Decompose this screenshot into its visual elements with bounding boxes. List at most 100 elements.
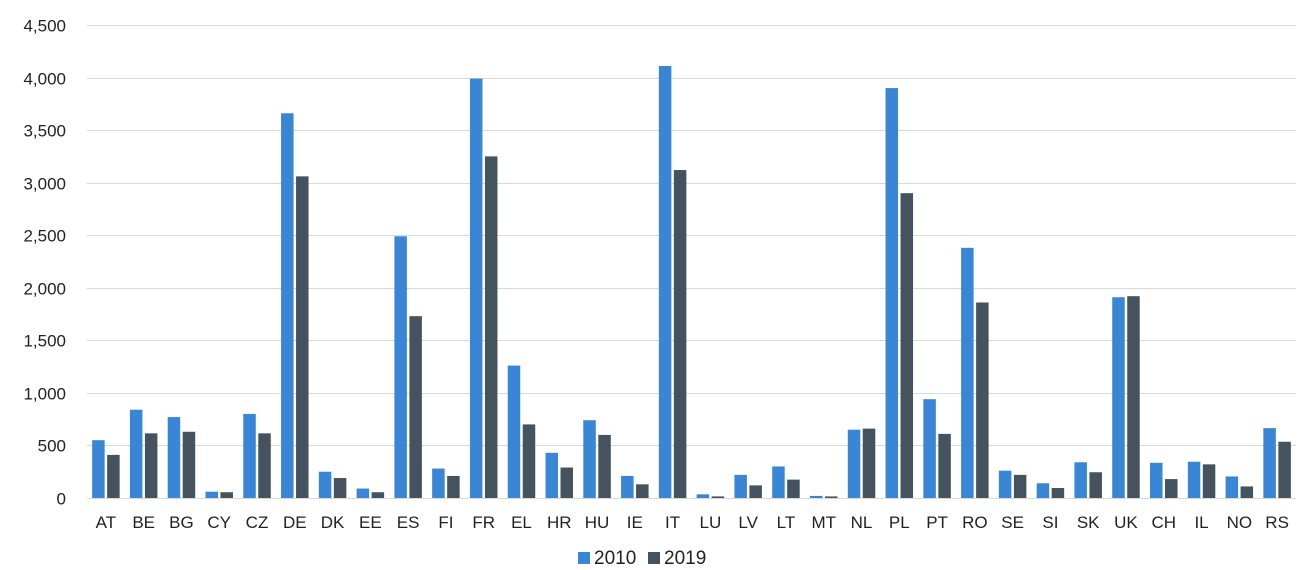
- bar-2010-NO: [1225, 476, 1239, 498]
- bar-2010-FI: [432, 468, 445, 498]
- x-tick-label: UK: [1114, 513, 1138, 532]
- bar-2010-SK: [1074, 462, 1087, 498]
- x-tick-label: RS: [1265, 513, 1289, 532]
- x-tick-label: PL: [889, 513, 910, 532]
- x-tick-label: MT: [811, 513, 836, 532]
- x-tick-label: SI: [1042, 513, 1058, 532]
- x-tick-label: LV: [738, 513, 758, 532]
- bar-2019-HU: [598, 434, 611, 498]
- bar-2019-LT: [787, 479, 800, 498]
- bar-2019-FR: [484, 156, 498, 498]
- x-tick-label: SK: [1077, 513, 1100, 532]
- y-tick-label: 2,500: [23, 227, 66, 246]
- bar-2019-NO: [1240, 486, 1254, 498]
- x-tick-label: CY: [207, 513, 231, 532]
- bar-2019-DE: [296, 176, 309, 499]
- bar-2019-LV: [749, 485, 762, 498]
- bar-2019-BG: [182, 431, 196, 498]
- bar-2010-CY: [205, 491, 218, 498]
- y-axis-ticks: 0 500 1,000 1,500 2,000 2,500 3,000 3,500 4,000 4…: [23, 17, 66, 509]
- bar-2010-IE: [621, 475, 634, 498]
- legend-swatch: [648, 552, 660, 564]
- bars: [92, 65, 1291, 499]
- bar-2010-CZ: [243, 413, 256, 498]
- x-tick-label: HR: [547, 513, 572, 532]
- bar-2010-DE: [281, 113, 294, 498]
- bar-2010-BE: [129, 409, 143, 498]
- bar-2019-CY: [220, 492, 233, 498]
- bar-2010-HR: [545, 452, 559, 498]
- bar-2010-EL: [507, 365, 521, 498]
- bar-2019-FI: [447, 475, 460, 498]
- y-tick-label: 0: [57, 490, 66, 509]
- y-tick-label: 1,000: [23, 385, 66, 404]
- bar-2019-RO: [976, 302, 989, 498]
- bar-2010-CH: [1150, 462, 1163, 498]
- bar-2010-MT: [809, 495, 823, 498]
- bar-2019-IL: [1202, 464, 1216, 498]
- bar-2010-LV: [734, 474, 747, 498]
- x-tick-label: CH: [1151, 513, 1176, 532]
- y-tick-label: 4,500: [23, 17, 66, 36]
- bar-2019-CH: [1165, 479, 1178, 498]
- x-tick-label: ES: [397, 513, 420, 532]
- bar-2010-UK: [1112, 297, 1125, 498]
- bar-2010-PL: [885, 88, 899, 498]
- bar-2010-BG: [167, 417, 181, 498]
- x-tick-label: NL: [851, 513, 873, 532]
- legend: 2010 2019: [578, 548, 706, 569]
- bar-2019-PL: [900, 193, 914, 498]
- x-tick-label: DE: [283, 513, 307, 532]
- x-tick-label: HU: [585, 513, 610, 532]
- legend-swatch: [578, 552, 590, 564]
- y-tick-label: 4,000: [23, 70, 66, 89]
- bar-2019-EL: [522, 424, 536, 498]
- bar-2010-IL: [1187, 461, 1201, 498]
- x-axis-ticks: AT BE BG CY CZ DE DK EE ES FI FR EL HR HU IE IT LU LV LT MT…: [96, 513, 1289, 532]
- bar-2010-AT: [92, 440, 105, 498]
- bar-2019-PT: [938, 433, 951, 498]
- bar-2010-PT: [923, 399, 936, 498]
- bar-2010-LU: [696, 494, 710, 498]
- bar-2019-UK: [1127, 296, 1140, 498]
- bar-2019-EE: [371, 492, 385, 498]
- x-tick-label: FR: [472, 513, 495, 532]
- bar-2010-RS: [1263, 428, 1276, 498]
- x-tick-label: AT: [96, 513, 116, 532]
- bar-2019-SI: [1051, 488, 1065, 498]
- bar-2010-ES: [394, 236, 407, 498]
- bar-2019-AT: [107, 454, 120, 498]
- x-tick-label: EL: [511, 513, 532, 532]
- bar-2010-RO: [961, 247, 974, 498]
- bar-2010-DK: [318, 471, 332, 498]
- bar-2010-HU: [583, 420, 596, 498]
- x-tick-label: RO: [962, 513, 988, 532]
- bar-2019-MT: [824, 496, 838, 498]
- bar-2010-EE: [356, 488, 370, 498]
- x-tick-label: LU: [700, 513, 722, 532]
- x-tick-label: LT: [777, 513, 796, 532]
- y-tick-label: 2,000: [23, 280, 66, 299]
- bar-2010-SI: [1036, 483, 1050, 498]
- bar-2010-IT: [658, 65, 672, 499]
- bar-2019-CZ: [258, 433, 271, 498]
- x-tick-label: PT: [926, 513, 948, 532]
- x-tick-label: SE: [1001, 513, 1024, 532]
- bar-2019-DK: [333, 478, 347, 498]
- x-tick-label: NO: [1227, 513, 1253, 532]
- x-tick-label: EE: [359, 513, 382, 532]
- legend-label: 2010: [594, 548, 636, 569]
- x-tick-label: CZ: [246, 513, 269, 532]
- x-tick-label: FI: [438, 513, 453, 532]
- bar-2010-FR: [469, 78, 483, 499]
- bar-2019-SK: [1089, 472, 1102, 498]
- bar-2019-RS: [1278, 441, 1291, 498]
- bar-2019-IT: [673, 170, 687, 499]
- bar-2019-IE: [636, 484, 649, 498]
- y-tick-label: 500: [38, 437, 66, 456]
- bar-2019-SE: [1013, 474, 1027, 498]
- x-tick-label: BG: [169, 513, 194, 532]
- x-tick-label: IT: [665, 513, 680, 532]
